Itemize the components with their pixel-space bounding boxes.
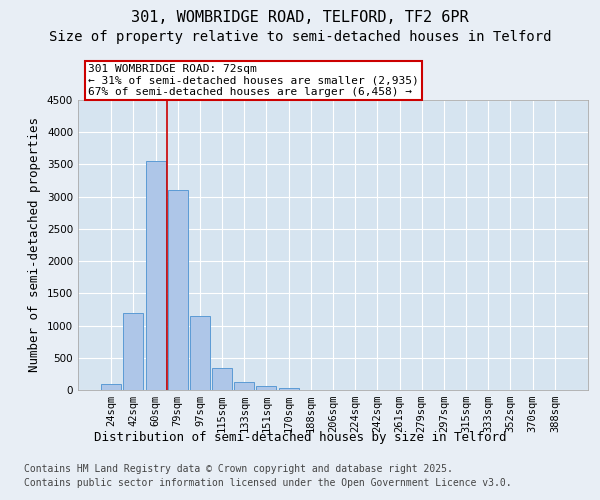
Text: 301 WOMBRIDGE ROAD: 72sqm
← 31% of semi-detached houses are smaller (2,935)
67% : 301 WOMBRIDGE ROAD: 72sqm ← 31% of semi-… <box>88 64 419 97</box>
Text: Contains public sector information licensed under the Open Government Licence v3: Contains public sector information licen… <box>24 478 512 488</box>
Bar <box>146 161 166 390</box>
Text: Size of property relative to semi-detached houses in Telford: Size of property relative to semi-detach… <box>49 30 551 44</box>
Text: 301, WOMBRIDGE ROAD, TELFORD, TF2 6PR: 301, WOMBRIDGE ROAD, TELFORD, TF2 6PR <box>131 10 469 25</box>
Text: Distribution of semi-detached houses by size in Telford: Distribution of semi-detached houses by … <box>94 431 506 444</box>
Bar <box>101 384 121 390</box>
Bar <box>234 382 254 390</box>
Y-axis label: Number of semi-detached properties: Number of semi-detached properties <box>28 118 41 372</box>
Bar <box>278 388 299 390</box>
Text: Contains HM Land Registry data © Crown copyright and database right 2025.: Contains HM Land Registry data © Crown c… <box>24 464 453 474</box>
Bar <box>190 316 210 390</box>
Bar <box>124 312 143 390</box>
Bar <box>256 386 277 390</box>
Bar <box>168 190 188 390</box>
Bar <box>212 368 232 390</box>
